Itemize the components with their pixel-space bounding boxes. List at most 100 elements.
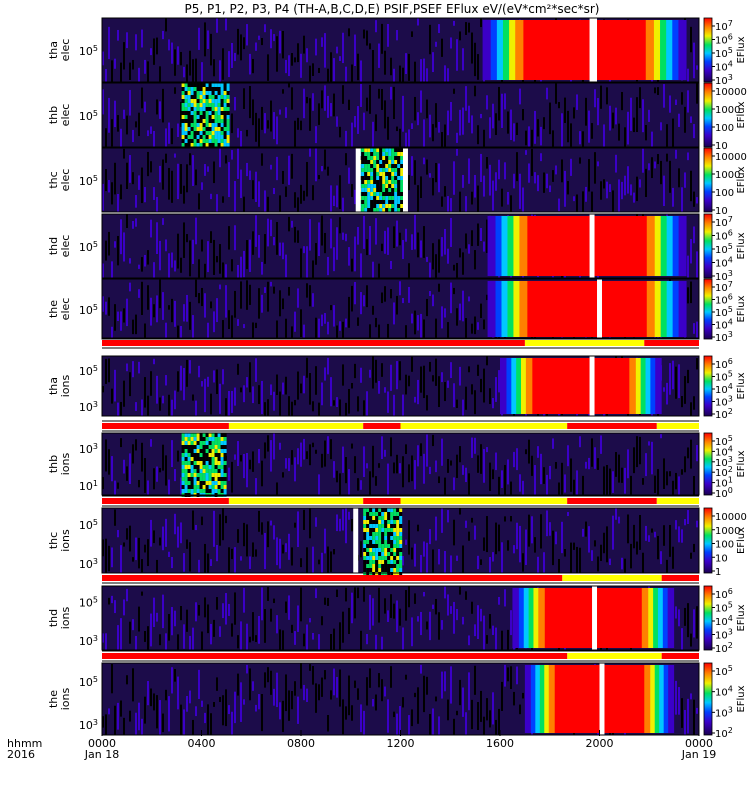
noise-stripe — [189, 360, 191, 374]
flux-cell — [211, 481, 215, 485]
noise-stripe — [456, 132, 458, 143]
noise-stripe — [327, 546, 329, 573]
noise-stripe — [606, 464, 608, 495]
noise-stripes — [102, 83, 698, 147]
noise-stripe — [351, 122, 353, 147]
noise-stripe — [246, 377, 248, 388]
noise-stripe — [519, 525, 521, 563]
flux-cell — [399, 528, 403, 532]
colorbar-tick-label: 107 — [715, 19, 733, 33]
noise-stripe — [198, 193, 200, 210]
flux-cell — [384, 548, 388, 552]
mode-bar-red-segment — [102, 340, 525, 346]
flux-cell — [382, 152, 386, 156]
noise-stripe — [471, 32, 473, 64]
noise-stripe — [660, 122, 662, 131]
noise-stripe — [306, 624, 308, 650]
noise-stripe — [405, 374, 407, 395]
noise-stripe — [330, 551, 332, 572]
noise-stripe — [342, 32, 344, 64]
noise-stripe — [300, 184, 302, 204]
noise-stripe — [246, 623, 248, 650]
flux-cell — [196, 139, 200, 143]
flux-cell — [211, 441, 215, 445]
noise-stripe — [555, 531, 557, 545]
noise-stripe — [408, 715, 410, 735]
noise-stripe — [591, 438, 593, 467]
colorbar-tick-label: 1000 — [715, 170, 740, 181]
noise-stripe — [501, 93, 503, 128]
flux-cell — [214, 111, 218, 115]
noise-stripe — [600, 435, 602, 454]
flux-cell — [391, 208, 395, 212]
noise-stripe — [345, 318, 347, 328]
colorbar-tick-label: 107 — [715, 280, 733, 294]
noise-stripe — [483, 615, 485, 650]
flux-cell — [220, 83, 224, 87]
noise-stripe — [360, 292, 362, 315]
noise-stripe — [471, 699, 473, 730]
noise-stripe — [171, 170, 173, 203]
noise-stripe — [207, 166, 209, 172]
flux-cell — [366, 524, 370, 528]
flux-cell — [372, 540, 376, 544]
noise-stripe — [123, 599, 125, 616]
flux-cell — [181, 87, 185, 91]
flux-cell — [184, 107, 188, 111]
flux-cell — [208, 139, 212, 143]
flux-cell — [391, 152, 395, 156]
noise-stripe — [222, 262, 224, 278]
noise-stripe — [105, 68, 107, 82]
noise-stripe — [660, 160, 662, 185]
noise-stripe — [657, 535, 659, 560]
time-tick-label: 1600 — [486, 737, 514, 750]
noise-stripe — [417, 112, 419, 126]
noise-stripe — [366, 391, 368, 416]
noise-stripe — [324, 528, 326, 554]
flux-cell — [220, 473, 224, 477]
flux-cell — [184, 437, 188, 441]
noise-stripe — [432, 434, 434, 447]
probe-label: tha — [47, 377, 60, 395]
flux-cell — [384, 536, 388, 540]
noise-stripe — [597, 98, 599, 126]
flux-cell — [366, 564, 370, 568]
mode-bar-red-segment — [102, 575, 563, 581]
noise-stripe — [123, 459, 125, 474]
noise-stripe — [561, 113, 563, 147]
noise-stripe — [240, 682, 242, 722]
noise-stripe — [468, 531, 470, 541]
noise-stripe — [684, 106, 686, 133]
flux-cell — [205, 99, 209, 103]
flux-cell — [226, 131, 230, 135]
flux-cell — [220, 119, 224, 123]
colorbar-label: EFlux — [736, 166, 747, 193]
noise-stripe — [351, 518, 353, 532]
noise-stripe — [486, 156, 488, 169]
noise-stripe — [186, 609, 188, 632]
y-tick-label-top: 105 — [79, 364, 98, 378]
flux-cell — [373, 204, 377, 208]
noise-stripe — [333, 305, 335, 327]
noise-stripe — [348, 167, 350, 184]
noise-stripe — [459, 303, 461, 321]
flux-cell — [376, 180, 380, 184]
flux-cell — [205, 437, 209, 441]
noise-stripe — [504, 589, 506, 607]
noise-stripe — [426, 621, 428, 630]
noise-stripe — [474, 624, 476, 637]
flux-cell — [373, 156, 377, 160]
noise-stripe — [144, 101, 146, 113]
noise-stripe — [597, 556, 599, 572]
noise-stripe — [630, 543, 632, 569]
flux-cell — [217, 481, 221, 485]
noise-stripe — [294, 631, 296, 645]
noise-stripe — [306, 48, 308, 63]
noise-stripe — [285, 318, 287, 339]
noise-stripe — [303, 88, 305, 119]
noise-stripe — [459, 508, 461, 515]
noise-stripe — [576, 470, 578, 495]
noise-stripe — [150, 688, 152, 707]
noise-stripe — [297, 511, 299, 548]
